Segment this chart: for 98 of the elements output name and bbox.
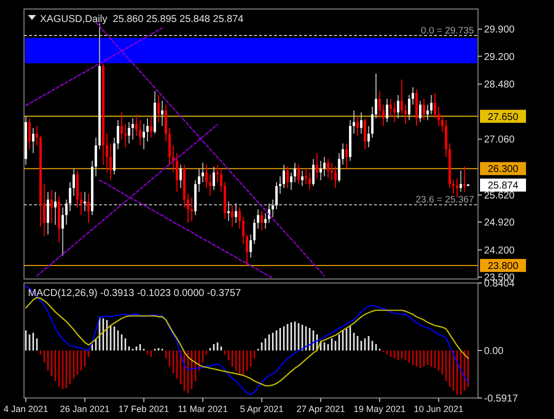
candlestick <box>138 120 142 146</box>
candlestick <box>297 164 300 185</box>
candlestick <box>360 112 362 134</box>
y-tick-label: 29.900 <box>484 24 516 36</box>
x-tick-label: 26 Jan 2021 <box>60 404 110 414</box>
candlestick <box>168 127 171 166</box>
candlestick <box>460 170 462 192</box>
candlestick <box>326 158 330 179</box>
candlestick <box>106 133 108 173</box>
candlestick <box>161 100 164 126</box>
candlestick <box>208 174 212 196</box>
text: XAGUSD,Daily 25.860 25.895 25.848 25.874 <box>40 14 244 25</box>
x-tick-label: 11 Mar 2021 <box>178 404 228 414</box>
candlestick <box>422 98 426 121</box>
candlestick <box>290 172 292 190</box>
candlestick <box>452 180 455 194</box>
candlestick <box>238 206 241 230</box>
candlestick <box>132 118 134 140</box>
ref-line-label: 23.6 = 25.367 <box>416 194 474 206</box>
ref-line-label: 23.800 <box>488 260 519 272</box>
y-tick-label: 28.480 <box>484 80 516 91</box>
y-tick-label: 0.8404 <box>484 278 516 290</box>
candlestick <box>371 106 374 138</box>
candlestick <box>323 156 326 177</box>
y-tick-label: 24.200 <box>484 245 516 256</box>
candlestick <box>256 208 260 230</box>
candlestick <box>301 170 304 187</box>
candlestick <box>264 212 267 230</box>
candlestick <box>282 164 286 188</box>
candlestick <box>50 189 53 224</box>
candlestick <box>320 160 322 181</box>
candlestick <box>36 125 38 146</box>
candlestick <box>172 144 174 173</box>
candlestick <box>426 104 429 121</box>
candlestick <box>378 90 381 119</box>
candlestick <box>43 184 46 237</box>
line-series <box>25 286 469 396</box>
candlestick <box>356 116 359 136</box>
candlestick <box>231 204 234 228</box>
y-tick-label: 24.920 <box>484 218 516 229</box>
candlestick <box>342 142 344 166</box>
candlestick <box>120 112 123 140</box>
x-tick-label: 27 Apr 2021 <box>296 404 345 414</box>
line-series <box>25 296 469 386</box>
candlestick <box>198 168 200 192</box>
candlestick <box>202 162 204 183</box>
candlestick <box>278 176 282 194</box>
candlestick <box>312 158 315 187</box>
candlestick <box>396 94 400 119</box>
x-tick-label: 5 Apr 2021 <box>240 404 284 414</box>
candlestick <box>390 98 392 117</box>
y-tick-label: -0.5917 <box>484 394 518 404</box>
candlestick <box>408 94 410 121</box>
candlestick <box>249 234 252 258</box>
candlestick <box>80 191 82 216</box>
candlestick <box>220 168 222 192</box>
candlestick <box>62 206 64 256</box>
candlestick <box>308 172 311 190</box>
candlestick <box>430 94 432 115</box>
candlestick <box>150 116 152 138</box>
candlestick <box>164 104 168 142</box>
x-tick-label: 19 May 2021 <box>354 404 406 414</box>
candlestick <box>32 127 34 154</box>
ref-line-label: 0.0 = 29.735 <box>420 26 474 37</box>
candlestick <box>294 162 296 183</box>
candlestick <box>142 124 145 150</box>
candlestick <box>386 98 388 123</box>
candlestick <box>352 110 356 134</box>
x-tick-label: 10 Jun 2021 <box>414 404 464 414</box>
y-tick-label: 27.060 <box>484 134 516 146</box>
candlestick <box>124 124 127 148</box>
candlestick <box>242 216 245 245</box>
candlestick <box>179 164 182 188</box>
x-tick-label: 17 Feb 2021 <box>118 404 170 414</box>
candlestick <box>441 114 444 132</box>
text: 25.874 <box>488 180 519 192</box>
candlestick <box>253 218 256 245</box>
candlestick <box>330 162 333 181</box>
ref-line-label: 27.650 <box>488 112 519 123</box>
candlestick <box>109 142 112 181</box>
candlestick <box>400 79 404 115</box>
candlestick <box>212 166 216 190</box>
y-tick-label: 29.200 <box>484 52 516 63</box>
y-tick-label: 25.620 <box>484 190 516 202</box>
candlestick <box>437 106 440 126</box>
candlestick <box>393 102 396 123</box>
y-tick-label: 0.00 <box>484 346 504 357</box>
candlestick <box>367 125 370 148</box>
candlestick <box>72 168 75 196</box>
x-tick-label: 4 Jan 2021 <box>4 404 48 414</box>
candlestick <box>338 152 340 183</box>
candlestick <box>135 114 138 136</box>
candlestick <box>260 210 263 232</box>
candlestick <box>412 86 414 106</box>
candlestick <box>382 104 385 126</box>
candlestick <box>94 137 98 177</box>
ref-line-label: 26.300 <box>488 164 519 176</box>
candlestick <box>419 100 422 123</box>
